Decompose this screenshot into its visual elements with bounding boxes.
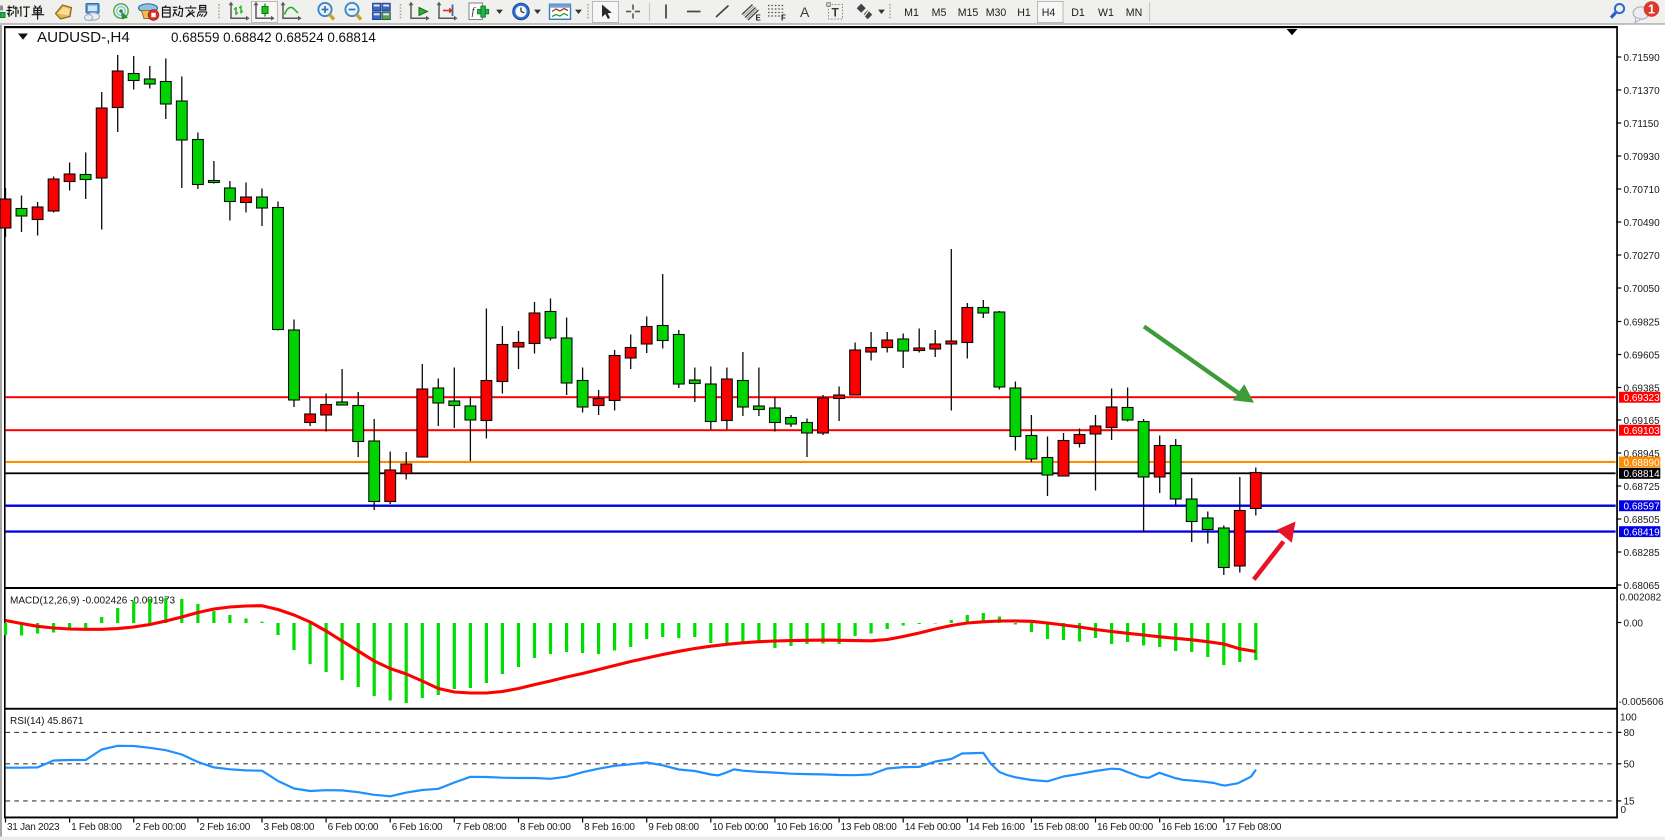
svg-text:0: 0 (1621, 805, 1627, 816)
svg-text:17 Feb 08:00: 17 Feb 08:00 (1225, 822, 1282, 833)
svg-text:10 Feb 00:00: 10 Feb 00:00 (712, 822, 769, 833)
svg-text:M1: M1 (904, 7, 919, 19)
svg-text:H4: H4 (1042, 7, 1056, 19)
svg-text:9 Feb 08:00: 9 Feb 08:00 (648, 822, 699, 833)
svg-text:0.68597: 0.68597 (1624, 502, 1661, 513)
svg-text:8 Feb 16:00: 8 Feb 16:00 (584, 822, 635, 833)
svg-text:16 Feb 00:00: 16 Feb 00:00 (1097, 822, 1154, 833)
svg-text:0.70050: 0.70050 (1624, 284, 1661, 295)
svg-text:0.002082: 0.002082 (1620, 593, 1662, 604)
svg-text:0.70710: 0.70710 (1624, 185, 1661, 196)
svg-text:6 Feb 00:00: 6 Feb 00:00 (328, 822, 379, 833)
svg-text:3 Feb 08:00: 3 Feb 08:00 (264, 822, 315, 833)
svg-text:0.68890: 0.68890 (1624, 458, 1661, 469)
svg-text:0.69103: 0.69103 (1624, 426, 1661, 437)
svg-text:H1: H1 (1017, 7, 1031, 19)
svg-text:0.68065: 0.68065 (1624, 581, 1661, 592)
svg-text:MN: MN (1126, 7, 1142, 19)
svg-text:0.68945: 0.68945 (1624, 449, 1661, 460)
svg-text:15: 15 (1624, 797, 1636, 808)
svg-text:A: A (800, 4, 810, 20)
svg-text:0.71590: 0.71590 (1624, 53, 1661, 64)
svg-text:2 Feb 16:00: 2 Feb 16:00 (199, 822, 250, 833)
svg-text:8 Feb 00:00: 8 Feb 00:00 (520, 822, 571, 833)
svg-text:0.70490: 0.70490 (1624, 218, 1661, 229)
svg-text:0.68505: 0.68505 (1624, 515, 1661, 526)
svg-text:f: f (472, 6, 477, 18)
svg-text:15 Feb 08:00: 15 Feb 08:00 (1033, 822, 1090, 833)
svg-text:100: 100 (1620, 713, 1637, 724)
svg-text:80: 80 (1624, 728, 1636, 739)
svg-text:F: F (781, 14, 786, 23)
svg-text:0.00: 0.00 (1624, 618, 1644, 629)
svg-text:T: T (832, 6, 840, 20)
svg-text:0.69385: 0.69385 (1624, 383, 1661, 394)
svg-text:14 Feb 00:00: 14 Feb 00:00 (905, 822, 962, 833)
svg-text:MACD(12,26,9) -0.002426 -0.001: MACD(12,26,9) -0.002426 -0.001973 (10, 596, 176, 607)
svg-text:0.71150: 0.71150 (1624, 119, 1660, 130)
svg-text:0.68559 0.68842 0.68524 0.6881: 0.68559 0.68842 0.68524 0.68814 (171, 30, 376, 45)
svg-text:0.68725: 0.68725 (1624, 482, 1661, 493)
svg-text:0.69323: 0.69323 (1624, 393, 1661, 404)
svg-text:7 Feb 08:00: 7 Feb 08:00 (456, 822, 507, 833)
svg-text:0.70270: 0.70270 (1624, 251, 1661, 262)
svg-text:1: 1 (1648, 2, 1655, 16)
svg-text:2 Feb 00:00: 2 Feb 00:00 (135, 822, 186, 833)
svg-text:16 Feb 16:00: 16 Feb 16:00 (1161, 822, 1218, 833)
svg-text:0.71370: 0.71370 (1624, 86, 1661, 97)
svg-text:6 Feb 16:00: 6 Feb 16:00 (392, 822, 443, 833)
svg-text:0.69825: 0.69825 (1624, 317, 1661, 328)
svg-text:10 Feb 16:00: 10 Feb 16:00 (776, 822, 833, 833)
svg-text:1 Feb 08:00: 1 Feb 08:00 (71, 822, 122, 833)
svg-text:0.69605: 0.69605 (1624, 350, 1661, 361)
svg-text:31 Jan 2023: 31 Jan 2023 (7, 822, 60, 833)
svg-text:0.68419: 0.68419 (1624, 527, 1661, 538)
svg-text:M15: M15 (958, 7, 979, 19)
svg-text:E: E (756, 14, 762, 23)
svg-text:0.69165: 0.69165 (1624, 416, 1661, 427)
svg-text:13 Feb 08:00: 13 Feb 08:00 (841, 822, 898, 833)
svg-text:D1: D1 (1071, 7, 1085, 19)
svg-text:AUDUSD-,H4: AUDUSD-,H4 (37, 29, 130, 46)
svg-text:RSI(14) 45.8671: RSI(14) 45.8671 (10, 716, 84, 727)
svg-text:50: 50 (1624, 760, 1636, 771)
svg-text:M30: M30 (986, 7, 1007, 19)
svg-text:M5: M5 (932, 7, 947, 19)
svg-text:0.68285: 0.68285 (1624, 548, 1661, 559)
svg-text:W1: W1 (1098, 7, 1114, 19)
svg-text:-0.005606: -0.005606 (1619, 697, 1664, 708)
svg-text:0.68814: 0.68814 (1624, 469, 1661, 480)
svg-text:14 Feb 16:00: 14 Feb 16:00 (969, 822, 1026, 833)
svg-text:0.70930: 0.70930 (1624, 152, 1661, 163)
